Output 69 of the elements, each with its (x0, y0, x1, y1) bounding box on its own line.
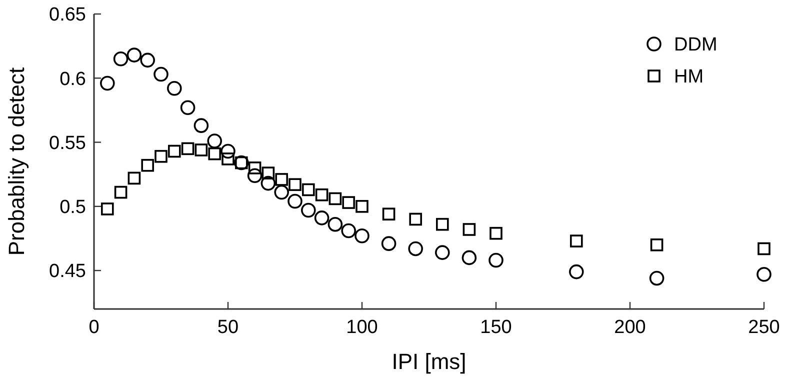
point (154, 150, 168, 163)
point (756, 266, 772, 282)
point (569, 264, 584, 280)
point (260, 176, 276, 191)
point (194, 118, 209, 133)
point (114, 186, 128, 199)
point (101, 202, 114, 216)
x-tick-label: 50 (217, 317, 239, 338)
x-tick-label: 250 (748, 317, 780, 338)
point (490, 226, 502, 240)
point (758, 242, 770, 256)
point (274, 184, 289, 200)
point (140, 52, 155, 68)
y-tick-label: 0.5 (60, 197, 86, 218)
point (342, 196, 355, 209)
point (302, 183, 315, 196)
point (262, 166, 275, 180)
point (570, 234, 583, 248)
y-tick-label: 0.55 (49, 132, 86, 154)
x-tick-label: 100 (346, 317, 378, 338)
point (181, 142, 194, 156)
point (126, 48, 142, 62)
point (301, 202, 316, 218)
point (207, 134, 222, 148)
point (315, 188, 328, 202)
point (488, 252, 504, 268)
y-tick-label: 0.45 (49, 261, 86, 282)
point (328, 216, 343, 232)
point (462, 250, 477, 266)
point (248, 162, 262, 174)
x-axis-title: IPI [ms] (392, 349, 466, 374)
point (354, 228, 370, 244)
point (381, 236, 396, 251)
point (154, 66, 168, 82)
point (328, 192, 342, 206)
point (314, 210, 330, 226)
point (356, 200, 368, 213)
point (409, 212, 422, 226)
y-axis-title: Probablity to detect (4, 67, 29, 256)
point (168, 144, 181, 158)
y-tick-label: 0.6 (60, 68, 86, 90)
point (408, 241, 423, 256)
point (180, 100, 196, 116)
point (167, 80, 182, 96)
point (222, 152, 234, 166)
point (382, 208, 396, 220)
point (141, 158, 154, 172)
point (208, 147, 221, 160)
x-tick-label: 150 (480, 317, 512, 338)
legend-label: HM (674, 66, 704, 88)
x-tick-label: 0 (88, 317, 100, 338)
point (650, 238, 664, 252)
y-tick-label: 0.65 (49, 4, 86, 26)
point (194, 144, 208, 156)
point (288, 178, 302, 191)
point (128, 172, 141, 185)
point (113, 51, 128, 66)
point (288, 194, 302, 209)
legend-label: DDM (674, 34, 718, 56)
point (435, 245, 450, 260)
point (220, 144, 236, 159)
x-tick-label: 200 (614, 317, 646, 338)
point (462, 223, 476, 236)
point (341, 223, 356, 238)
point (436, 218, 449, 231)
point (275, 173, 288, 186)
point (247, 168, 262, 184)
point (649, 270, 664, 286)
point (100, 76, 115, 91)
